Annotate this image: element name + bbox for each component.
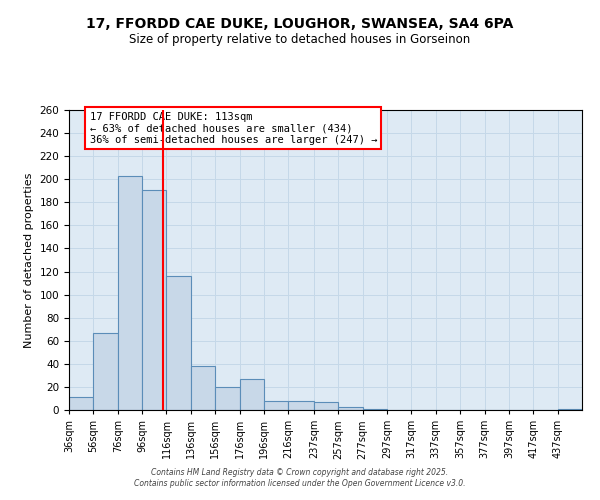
Bar xyxy=(289,401,314,410)
Y-axis label: Number of detached properties: Number of detached properties xyxy=(24,172,34,348)
Bar xyxy=(362,409,387,410)
Bar xyxy=(239,379,264,410)
Bar xyxy=(557,409,582,410)
Bar xyxy=(118,176,142,410)
Bar xyxy=(314,402,338,410)
Bar xyxy=(215,387,239,410)
Bar xyxy=(338,406,362,410)
Bar xyxy=(191,366,215,410)
Bar xyxy=(142,190,166,410)
Text: 17 FFORDD CAE DUKE: 113sqm
← 63% of detached houses are smaller (434)
36% of sem: 17 FFORDD CAE DUKE: 113sqm ← 63% of deta… xyxy=(89,112,377,144)
Text: Contains HM Land Registry data © Crown copyright and database right 2025.
Contai: Contains HM Land Registry data © Crown c… xyxy=(134,468,466,487)
Bar xyxy=(264,401,289,410)
Bar xyxy=(69,398,94,410)
Text: 17, FFORDD CAE DUKE, LOUGHOR, SWANSEA, SA4 6PA: 17, FFORDD CAE DUKE, LOUGHOR, SWANSEA, S… xyxy=(86,18,514,32)
Text: Size of property relative to detached houses in Gorseinon: Size of property relative to detached ho… xyxy=(130,32,470,46)
Bar xyxy=(94,332,118,410)
Bar xyxy=(166,276,191,410)
